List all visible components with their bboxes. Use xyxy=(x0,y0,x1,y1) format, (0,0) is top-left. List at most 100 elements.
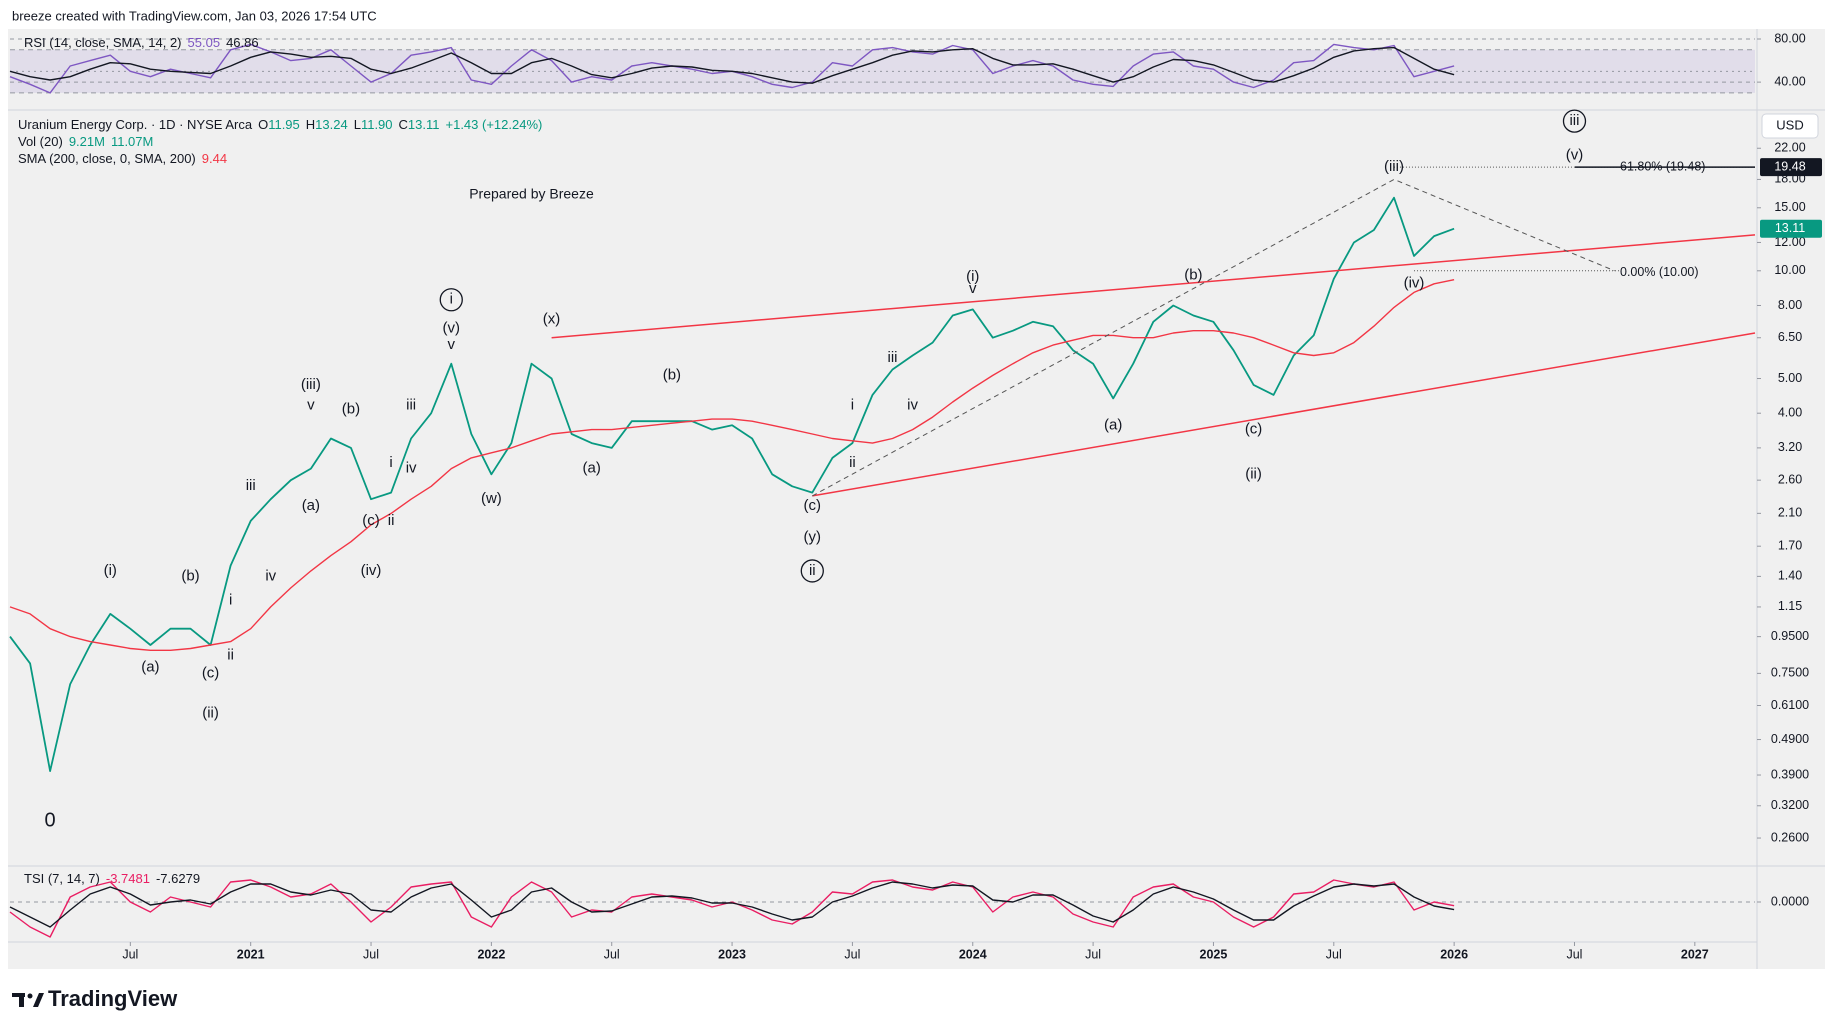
wave-label: (a) xyxy=(582,460,600,477)
x-tick-label: Jul xyxy=(604,947,620,961)
legend-value: 11.07M xyxy=(111,134,153,149)
legend-value: 9.44 xyxy=(202,151,227,166)
y-tick-label: 0.2600 xyxy=(1771,830,1809,844)
wave-label: i xyxy=(389,454,392,471)
x-tick-label: Jul xyxy=(122,947,138,961)
header-text: breeze created with TradingView.com, Jan… xyxy=(12,8,377,23)
wave-label: (x) xyxy=(543,311,561,328)
legend-value: 9.21M xyxy=(69,134,105,149)
legend: TSI (7, 14, 7) -3.7481 -7.6279 xyxy=(24,871,200,886)
wave-label: (iv) xyxy=(1404,275,1425,292)
legend-value: -7.6279 xyxy=(156,871,200,886)
legend-value: 46.86 xyxy=(226,35,259,50)
price-tag-label: 19.48 xyxy=(1774,159,1805,173)
wave-label: ii xyxy=(849,454,856,471)
y-tick-label: 0.6100 xyxy=(1771,698,1809,712)
y-tick-label: 10.00 xyxy=(1774,263,1805,277)
legend-value: -3.7481 xyxy=(106,871,150,886)
legend-row: Vol (20) 9.21M 11.07M xyxy=(18,134,153,149)
wave-label: v xyxy=(307,397,315,414)
series-line xyxy=(9,279,1455,651)
wave-label: (a) xyxy=(302,497,320,514)
legend-name: TSI (7, 14, 7) xyxy=(24,871,100,886)
y-tick-label: 1.70 xyxy=(1778,538,1802,552)
footer-logo: TradingView xyxy=(48,986,178,1011)
wave-label: (ii) xyxy=(202,704,219,721)
series-line xyxy=(9,881,1455,928)
wave-label: iii xyxy=(888,349,898,366)
wave-label: (a) xyxy=(141,658,159,675)
legend-value: 55.05 xyxy=(188,35,221,50)
y-tick-label: 1.15 xyxy=(1778,599,1802,613)
wave-label: (b) xyxy=(663,366,681,383)
note: Prepared by Breeze xyxy=(469,186,594,202)
wave-label: (b) xyxy=(181,567,199,584)
pane: 0.0000 TSI (7, 14, 7) -3.7481 -7.6279 xyxy=(9,871,1809,938)
legend-name: SMA (200, close, 0, SMA, 200) xyxy=(18,151,196,166)
legend-name: RSI (14, close, SMA, 14, 2) xyxy=(24,35,182,50)
y-tick-label: 0.7500 xyxy=(1771,666,1809,680)
x-tick-label: 2026 xyxy=(1440,947,1468,961)
pane: 80.00 40.00 RSI (14, close, SMA, 14, 2) 55.… xyxy=(9,31,1806,94)
wave-label: i xyxy=(450,291,453,308)
legend-name: Uranium Energy Corp. · 1D · NYSE Arca xyxy=(18,117,253,132)
wave-label: ii xyxy=(809,562,816,579)
x-tick-label: 2021 xyxy=(237,947,265,961)
x-tick-label: Jul xyxy=(1326,947,1342,961)
wave-label: (c) xyxy=(804,497,822,514)
wave-label: v xyxy=(448,336,456,353)
x-tick-label: 2023 xyxy=(718,947,746,961)
y-tick-label: 1.40 xyxy=(1778,569,1802,583)
trendline xyxy=(551,234,1756,339)
legend-row: SMA (200, close, 0, SMA, 200) 9.44 xyxy=(18,151,227,166)
legend-value: 11.90 xyxy=(361,117,393,132)
rsi-band xyxy=(10,49,1755,93)
series-line xyxy=(9,879,1455,938)
wave-label: iii xyxy=(406,397,416,414)
y-tick-label: 40.00 xyxy=(1774,74,1805,88)
x-tick-label: Jul xyxy=(1566,947,1582,961)
y-tick-label: 2.60 xyxy=(1778,472,1802,486)
price-tag xyxy=(1760,219,1822,238)
wave-circle xyxy=(439,288,463,312)
wave-label: (i) xyxy=(966,268,979,285)
legend: RSI (14, close, SMA, 14, 2) 55.05 46.86 xyxy=(24,35,259,50)
y-tick-label: 0.3900 xyxy=(1771,767,1809,781)
wave-label: iv xyxy=(907,397,918,414)
y-tick-label: 15.00 xyxy=(1774,200,1805,214)
wave-label: (v) xyxy=(1566,146,1584,163)
legend-value: 13.11 xyxy=(408,117,440,132)
x-tick-label: Jul xyxy=(844,947,860,961)
currency-box xyxy=(1761,113,1819,139)
wave-label: (b) xyxy=(1184,266,1202,283)
wave-label: i xyxy=(229,591,232,608)
y-tick-label: 5.00 xyxy=(1778,371,1802,385)
series-line xyxy=(9,46,1455,84)
fib-label: 0.00% (10.00) xyxy=(1620,265,1699,279)
wave-label: ii xyxy=(388,512,395,529)
wave-label: (y) xyxy=(804,528,822,545)
wave-label: v xyxy=(969,280,977,297)
series-line xyxy=(9,196,1455,772)
wave-label: (iv) xyxy=(361,562,382,579)
chart-area xyxy=(8,29,1825,969)
y-tick-label: 6.50 xyxy=(1778,330,1802,344)
legend-value: +1.43 (+12.24%) xyxy=(446,117,543,132)
trendline xyxy=(812,178,1615,497)
wave-label: (iii) xyxy=(301,376,321,393)
wave-label: (iii) xyxy=(1384,158,1404,175)
y-tick-label: 0.4900 xyxy=(1771,732,1809,746)
price-tag-label: 13.11 xyxy=(1775,221,1805,235)
price-tag xyxy=(1760,158,1822,177)
y-tick-label: 2.10 xyxy=(1778,506,1802,520)
legend-value: 11.95 xyxy=(268,117,300,132)
x-tick-label: 2022 xyxy=(477,947,505,961)
x-tick-label: Jul xyxy=(1085,947,1101,961)
x-tick-label: 2024 xyxy=(959,947,987,961)
wave-label: (b) xyxy=(342,400,360,417)
y-tick-label: 0.3200 xyxy=(1771,798,1809,812)
y-tick-label: 3.20 xyxy=(1778,440,1802,454)
wave-label: 0 xyxy=(45,809,56,831)
wave-label: (c) xyxy=(362,512,380,529)
